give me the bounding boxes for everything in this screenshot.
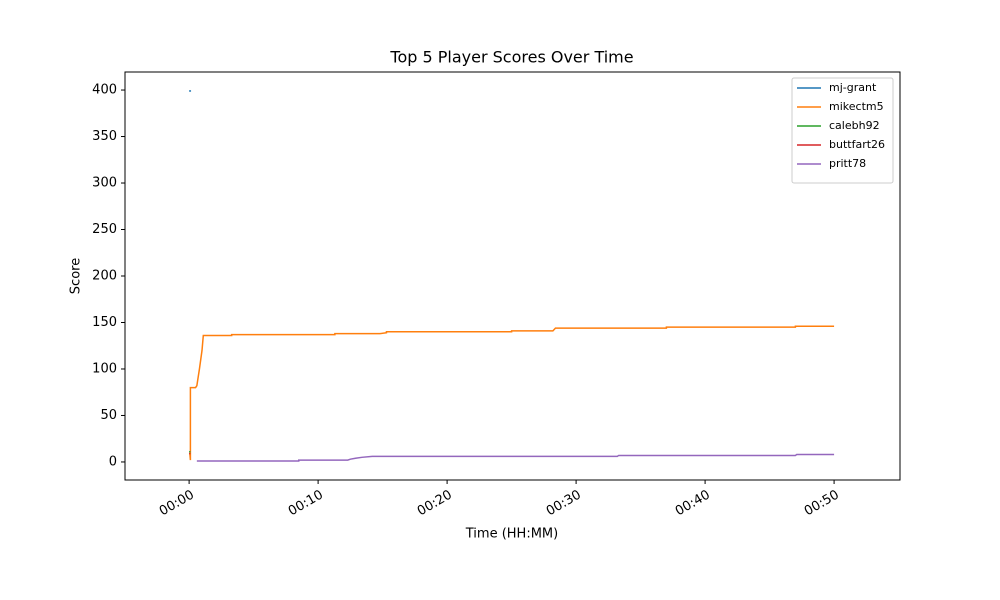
series-line	[196, 453, 835, 462]
legend-label: pritt78	[829, 157, 866, 170]
legend-label: buttfart26	[829, 138, 885, 151]
y-tick-label: 300	[92, 176, 117, 191]
y-tick-label: 250	[92, 222, 117, 237]
plot-area	[189, 90, 835, 462]
legend-label: mikectm5	[829, 100, 884, 113]
y-tick-label: 0	[109, 454, 117, 469]
x-axis-label: Time (HH:MM)	[465, 527, 558, 542]
chart-title: Top 5 Player Scores Over Time	[389, 48, 633, 67]
y-tick-label: 200	[92, 269, 117, 284]
y-tick-label: 100	[92, 361, 117, 376]
y-tick-label: 50	[100, 408, 117, 423]
axes-frame	[124, 71, 901, 481]
y-tick-label: 400	[92, 83, 117, 98]
y-tick-label: 350	[92, 129, 117, 144]
legend-box	[791, 77, 894, 184]
y-axis-label: Score	[69, 258, 84, 294]
y-tick-label: 150	[92, 315, 117, 330]
legend-label: mj-grant	[829, 81, 877, 94]
legend-label: calebh92	[829, 119, 880, 132]
series-line	[189, 325, 835, 461]
legend: mj-grant mikectm5 calebh92 buttfart26 pritt7…	[791, 77, 894, 184]
